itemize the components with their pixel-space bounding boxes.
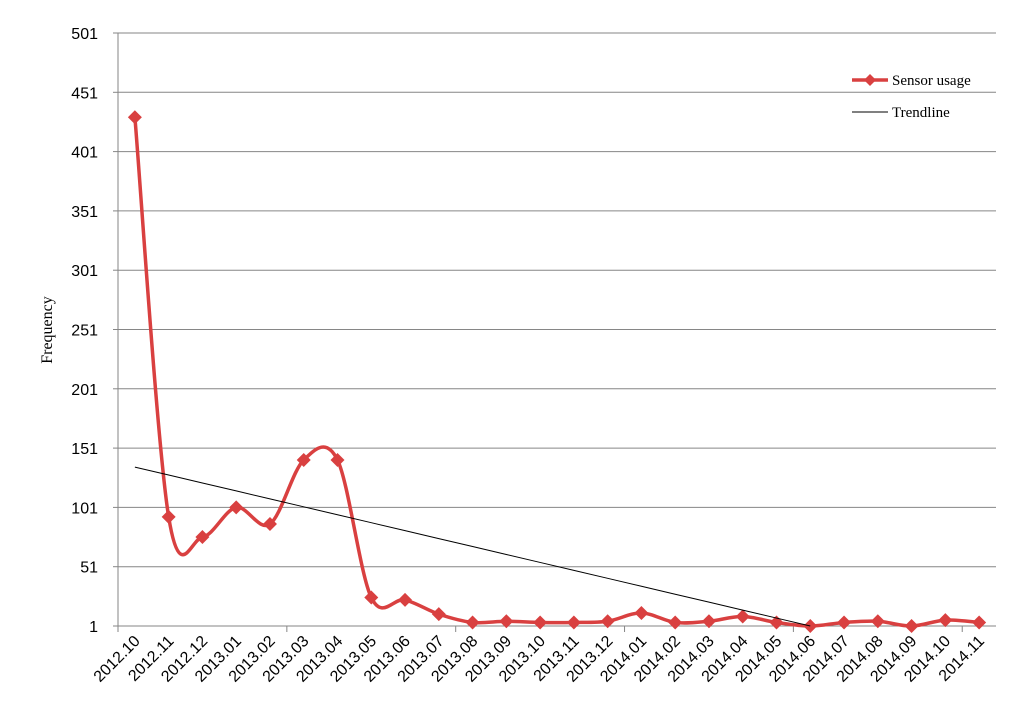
data-point: [972, 615, 987, 630]
data-point: [938, 613, 953, 628]
data-point: [465, 615, 480, 630]
data-point: [229, 500, 244, 515]
data-point: [330, 452, 345, 467]
data-point: [262, 517, 277, 532]
data-point: [533, 615, 548, 630]
y-tick-label: 1: [89, 619, 98, 636]
y-tick-label: 501: [71, 26, 98, 43]
data-point: [904, 619, 919, 633]
data-point: [364, 590, 379, 605]
legend-label: Trendline: [892, 105, 950, 121]
y-tick-label: 351: [71, 204, 98, 221]
data-point: [127, 110, 142, 125]
y-tick-label: 201: [71, 382, 98, 399]
data-point: [701, 614, 716, 629]
data-point: [195, 530, 210, 545]
data-point: [837, 615, 852, 630]
y-tick-label: 251: [71, 323, 98, 340]
y-tick-label: 101: [71, 500, 98, 517]
data-point: [431, 607, 446, 622]
y-tick-label: 51: [80, 560, 98, 577]
y-axis-label: Frequency: [39, 296, 56, 364]
data-point: [735, 609, 750, 624]
data-point: [566, 615, 581, 630]
data-point: [161, 509, 176, 524]
series-line: [134, 466, 811, 627]
data-point: [600, 614, 615, 629]
data-point: [296, 452, 311, 467]
data-point: [398, 592, 413, 607]
data-point: [634, 605, 649, 620]
y-tick-label: 401: [71, 145, 98, 162]
series-line: [133, 117, 980, 628]
legend-marker: [864, 74, 876, 86]
legend-label: Sensor usage: [892, 73, 971, 89]
y-tick-label: 451: [71, 85, 98, 102]
data-point: [499, 614, 514, 629]
y-tick-label: 301: [71, 263, 98, 280]
y-tick-label: 151: [71, 441, 98, 458]
data-point: [668, 615, 683, 630]
data-point: [870, 614, 885, 629]
